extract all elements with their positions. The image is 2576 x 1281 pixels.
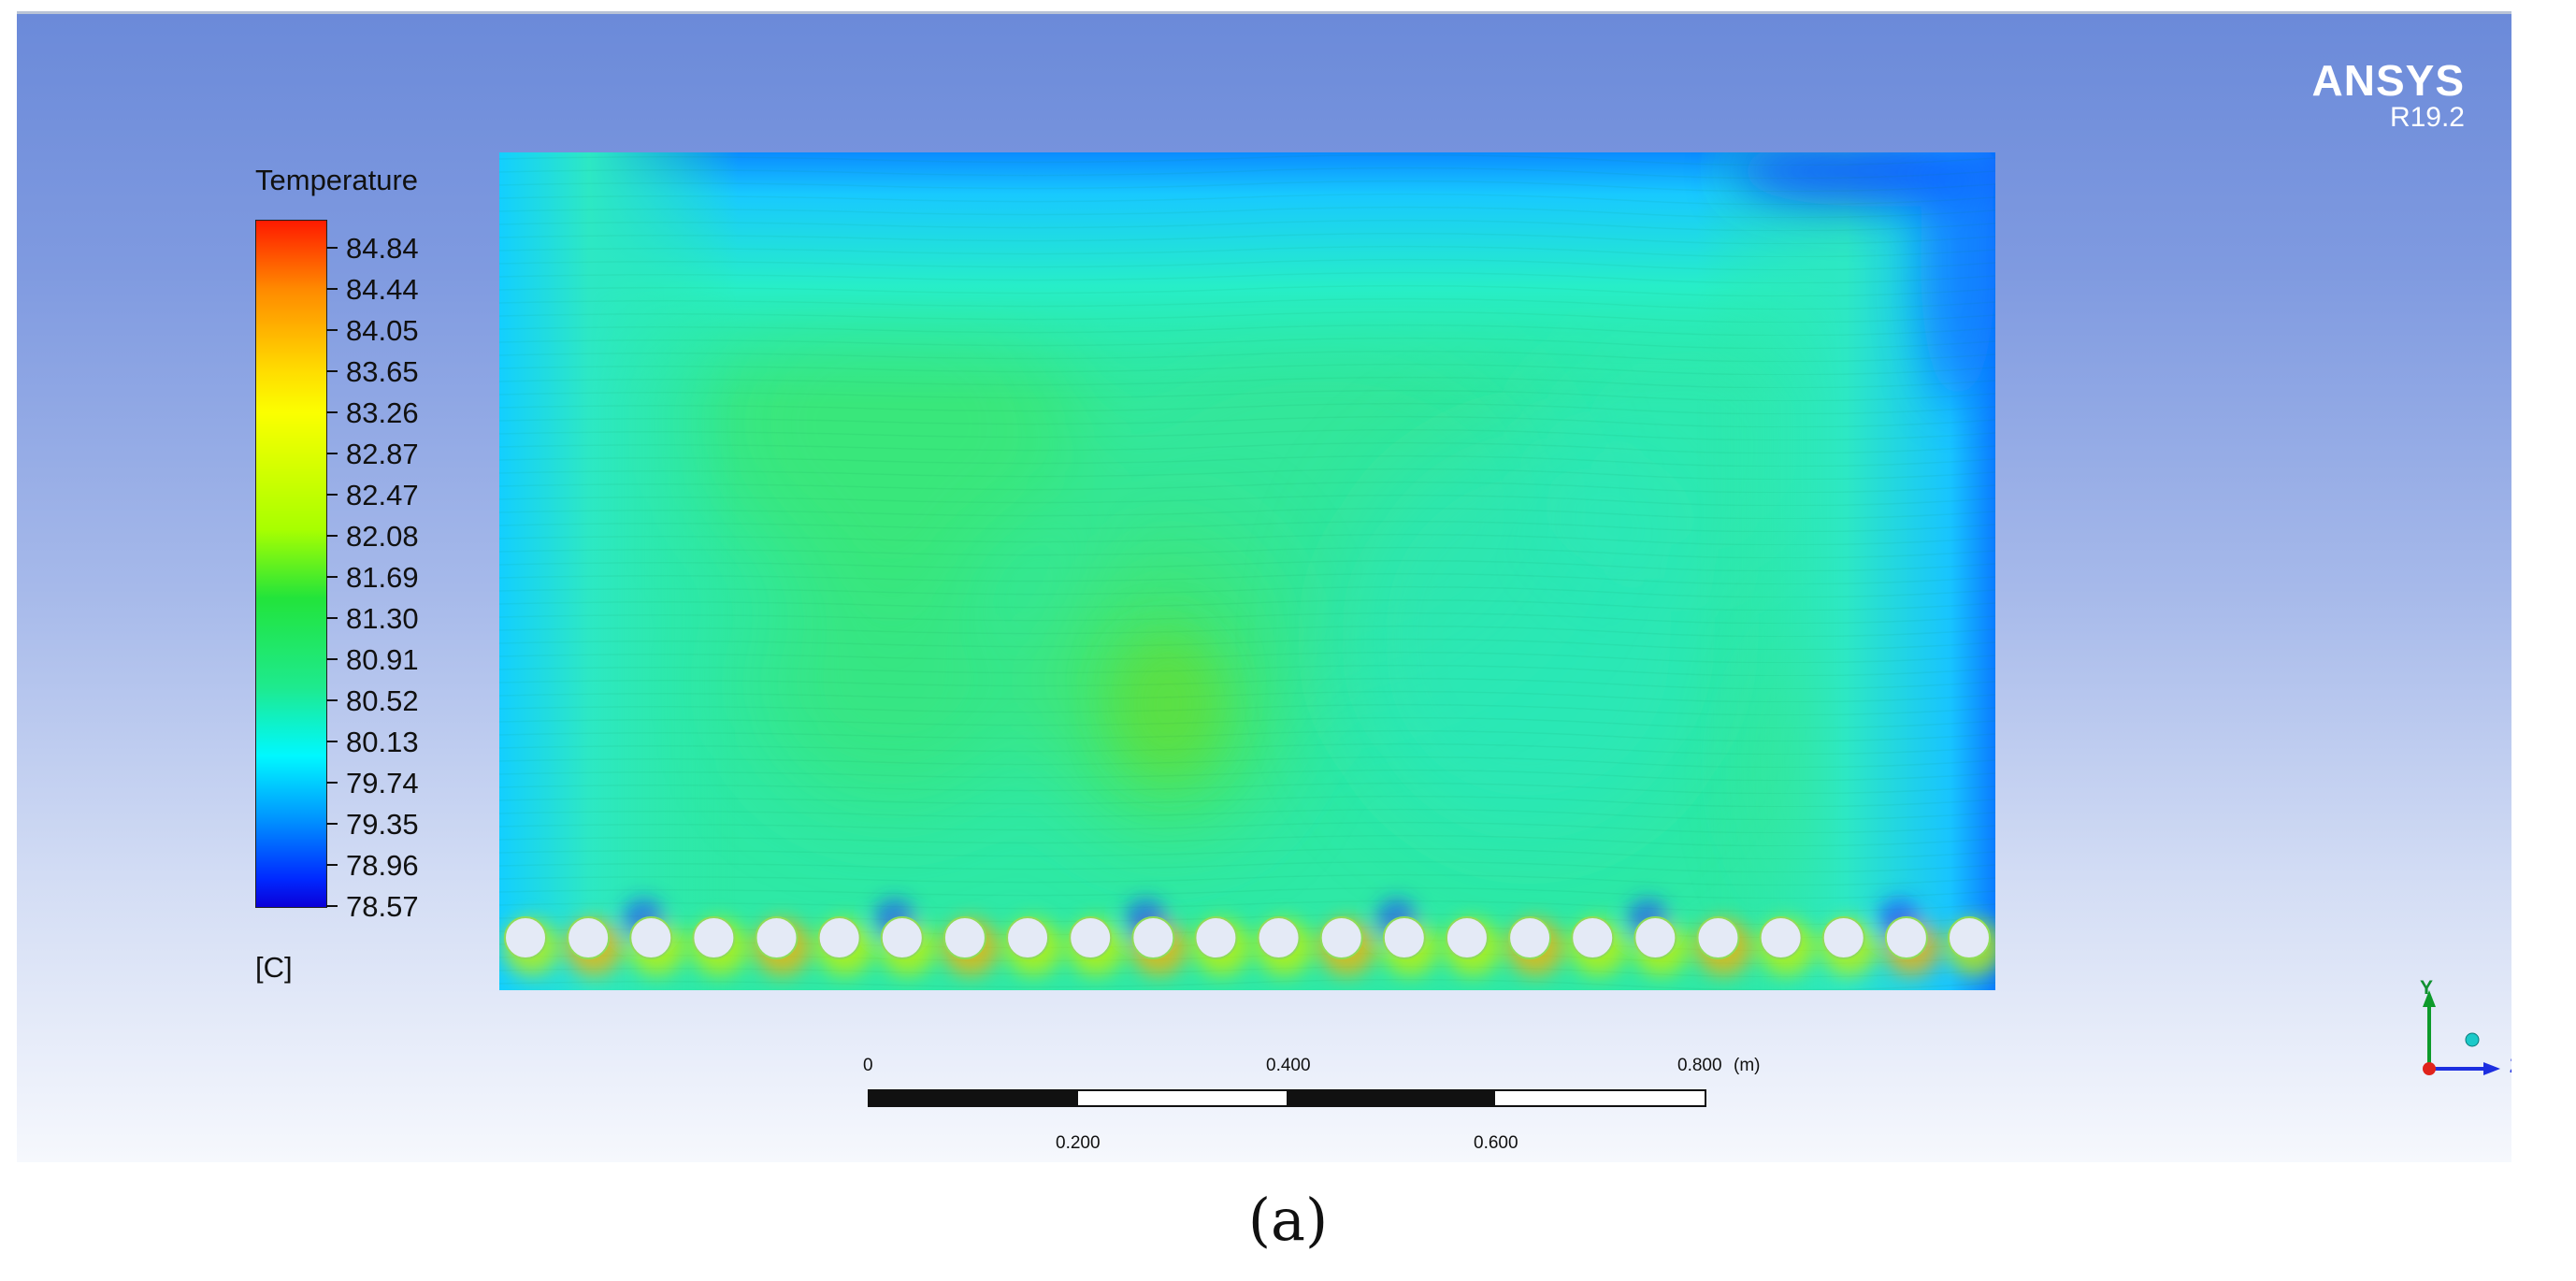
color-bar-label: 84.44 [346,273,419,306]
heating-tube [1131,916,1175,959]
heating-tube [1821,916,1865,959]
color-bar-label: 83.65 [346,355,419,388]
color-bar-tick [326,864,338,866]
z-axis-label: Z [2510,1056,2511,1078]
color-bar-label: 84.05 [346,314,419,347]
color-bar-label: 82.87 [346,438,419,470]
heating-tubes [504,916,1991,959]
brand-version: R19.2 [2389,102,2465,133]
scale-segment [870,1091,1078,1105]
view-indicator [2465,1032,2480,1047]
y-axis-label: Y [2420,977,2434,999]
color-bar-label: 82.08 [346,520,419,553]
scale-bar-graphic [868,1089,1706,1107]
heating-tube [1194,916,1238,959]
color-bar-tick [326,329,338,331]
color-bar-label: 79.74 [346,767,419,799]
color-bar-tick [326,905,338,907]
heating-tube [1759,916,1803,959]
heating-tube [1696,916,1740,959]
heating-tube [1508,916,1552,959]
heating-tube [1382,916,1426,959]
figure-caption: (a) [1247,1186,1329,1254]
scale-label-0.800: 0.800 [1677,1056,1722,1075]
scale-label-0.200: 0.200 [1056,1133,1101,1153]
scale-unit: (m) [1734,1056,1761,1075]
color-bar-tick [326,370,338,372]
z-axis-arrowhead [2483,1062,2500,1075]
scale-label-0.600: 0.600 [1474,1133,1518,1153]
color-bar-tick [326,823,338,825]
color-bar-label: 80.13 [346,726,419,758]
heating-tube [880,916,924,959]
scale-label-0.400: 0.400 [1266,1056,1311,1075]
x-axis-dot [2423,1062,2436,1075]
heating-tube [1948,916,1991,959]
color-bar-label: 78.96 [346,849,419,882]
scale-label-0: 0 [863,1056,873,1075]
color-bar-tick [326,617,338,619]
color-bar-label: 80.91 [346,643,419,676]
color-bar-tick [326,453,338,454]
color-bar [255,220,327,908]
heating-tube [504,916,547,959]
color-bar-tick [326,247,338,249]
color-bar-tick [326,782,338,784]
heating-tube [1006,916,1050,959]
color-bar-label: 79.35 [346,808,419,841]
y-axis-arrowhead [2423,990,2436,1007]
color-bar-label: 84.84 [346,232,419,265]
heating-tube [629,916,673,959]
color-bar-tick [326,411,338,413]
heating-tube [1633,916,1677,959]
color-bar-tick [326,741,338,742]
graphics-viewport[interactable]: Temperature 84.84 84.44 84.05 83.65 83.26 82.… [17,11,2511,1162]
heating-tube [817,916,861,959]
heating-tube [1069,916,1113,959]
brand-name: ANSYS [2311,56,2465,105]
color-bar-label: 80.52 [346,684,419,717]
color-bar-label: 83.26 [346,396,419,429]
color-bar-tick [326,576,338,578]
scale-segment [1287,1091,1495,1105]
color-bar-tick [326,288,338,290]
axis-triad[interactable] [2411,968,2511,1099]
heating-tube [1319,916,1363,959]
color-bar-tick [326,494,338,496]
legend-units: [C] [255,951,293,984]
heating-tube [692,916,736,959]
ansys-logo: ANSYS R19.2 [2312,59,2465,133]
temperature-contour-plot[interactable] [499,152,1995,990]
legend-title: Temperature [255,164,419,196]
color-bar-tick [326,658,338,660]
heating-tube [1445,916,1489,959]
color-bar-tick [326,699,338,701]
heating-tube [1884,916,1928,959]
heating-tube [755,916,799,959]
isoline-texture [499,152,1995,990]
color-bar-label: 78.57 [346,890,419,923]
heating-tube [943,916,986,959]
color-bar-label: 81.69 [346,561,419,594]
color-bar-tick [326,535,338,537]
heating-tube [567,916,611,959]
heating-tube [1571,916,1615,959]
color-bar-label: 81.30 [346,602,419,635]
heating-tube [1257,916,1301,959]
color-bar-label: 82.47 [346,479,419,511]
